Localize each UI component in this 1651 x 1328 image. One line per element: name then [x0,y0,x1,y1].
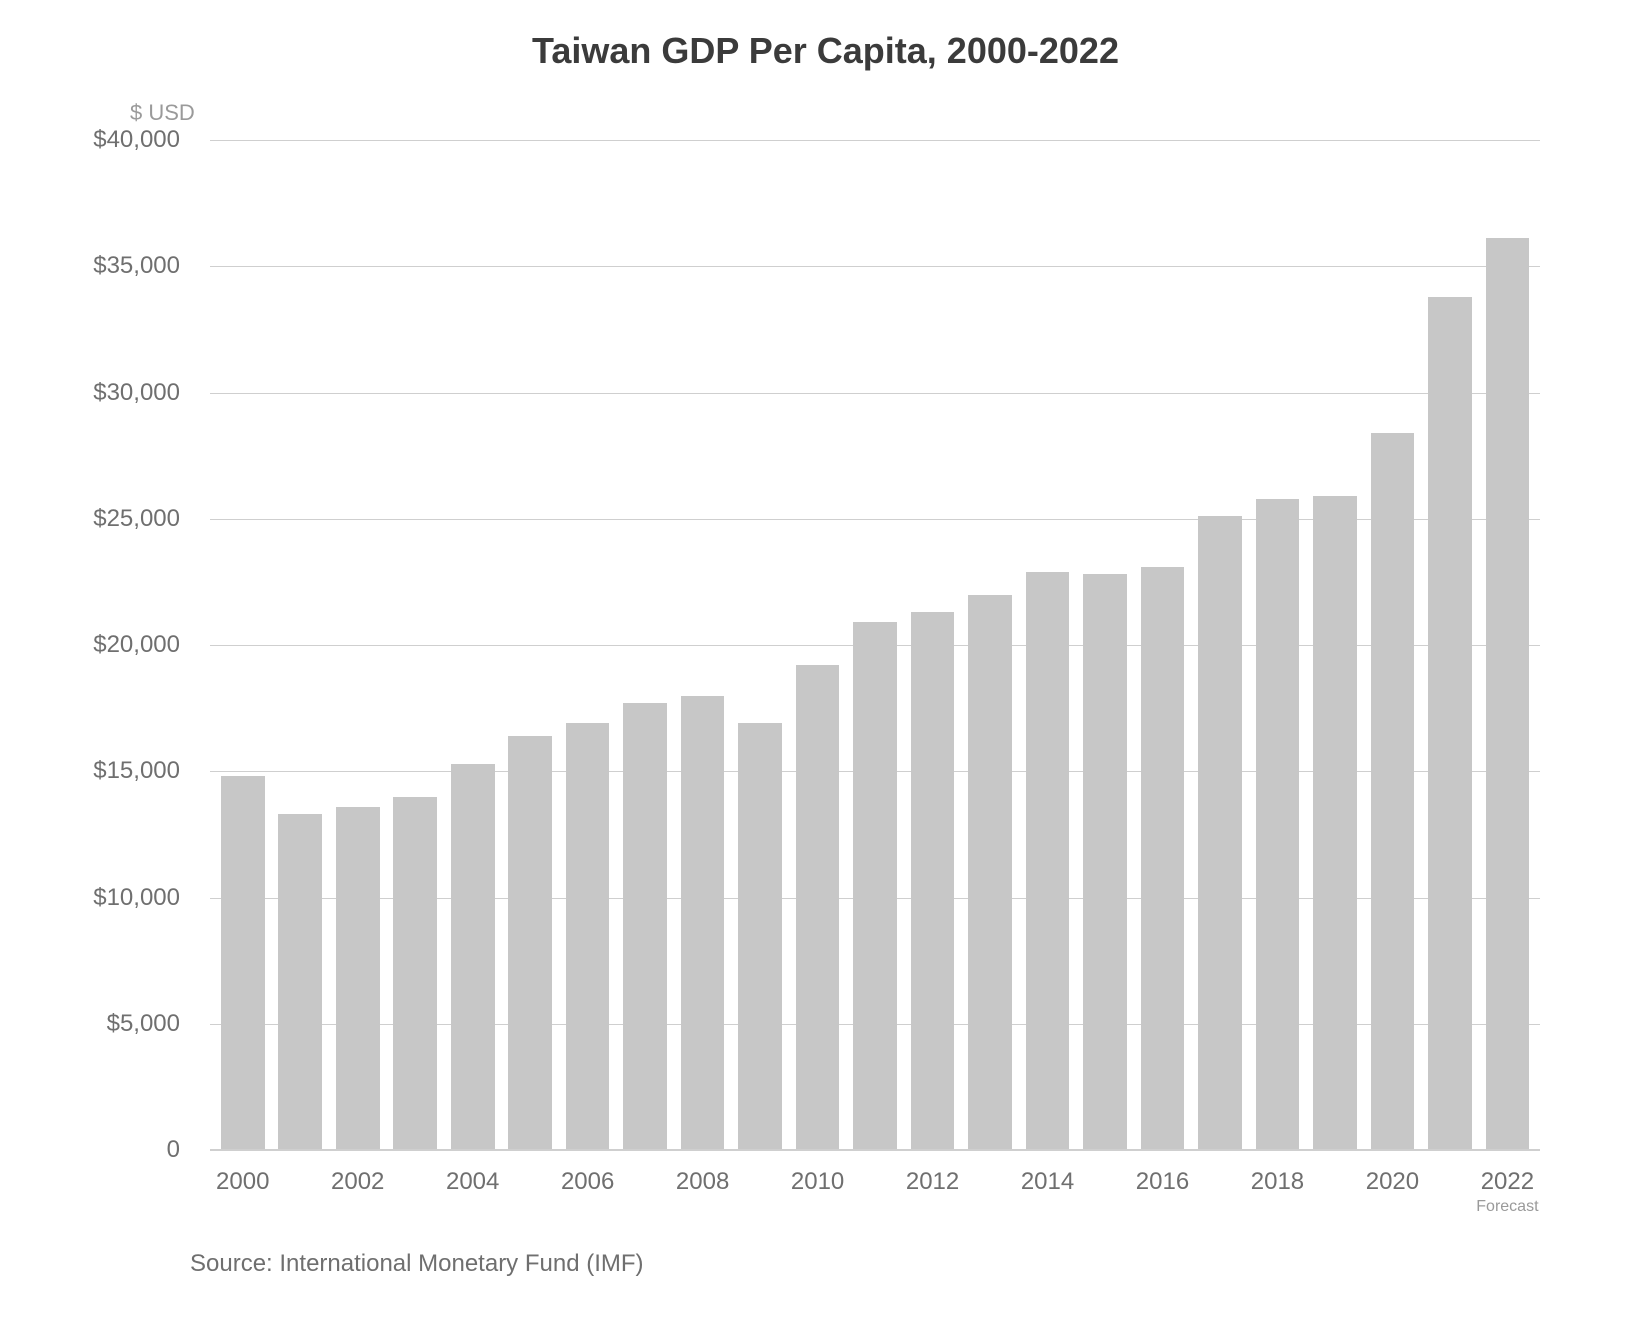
bar-slot [616,140,673,1150]
source-label: Source: International Monetary Fund (IMF… [190,1250,644,1278]
bar [968,595,1012,1151]
bar-slot [961,140,1018,1150]
bar [1256,499,1300,1150]
x-axis-tick-label: 2016 [1136,1168,1189,1196]
x-axis-tick-label: 2010 [791,1168,844,1196]
bar [1026,572,1070,1150]
x-axis-tick-label: 2012 [906,1168,959,1196]
bar-slot: 2000 [214,140,271,1150]
y-axis-tick-label: $35,000 [30,252,180,280]
bar [1083,574,1127,1150]
bar [393,797,437,1151]
bar [853,622,897,1150]
bar [681,696,725,1151]
bar [911,612,955,1150]
bar [623,703,667,1150]
y-axis-tick-label: $25,000 [30,505,180,533]
y-axis-tick-label: $15,000 [30,757,180,785]
bar-slot: 2002 [329,140,386,1150]
y-axis-tick-label: $30,000 [30,379,180,407]
bar [278,814,322,1150]
plot-area: 2000 2002 2004 2006 2008 2010 2012 2014 2016 2018… [210,140,1540,1150]
bar [336,807,380,1150]
y-axis-tick-label: $5,000 [30,1010,180,1038]
bar [1371,433,1415,1150]
y-axis-tick-label: 0 [30,1136,180,1164]
bar-slot: 2018 [1249,140,1306,1150]
y-axis-tick-label: $40,000 [30,126,180,154]
bar [451,764,495,1150]
bar-slot: 2022Forecast [1479,140,1536,1150]
x-axis-tick-label: 2002 [331,1168,384,1196]
bar [221,776,265,1150]
x-axis-tick-label: 2020 [1366,1168,1419,1196]
y-axis-unit: $ USD [130,100,195,126]
bar-slot [846,140,903,1150]
bar-slot: 2010 [789,140,846,1150]
bar-slot [1191,140,1248,1150]
bar [1141,567,1185,1150]
bar-slot [386,140,443,1150]
bar [1198,516,1242,1150]
bars-group: 2000 2002 2004 2006 2008 2010 2012 2014 2016 2018… [210,140,1540,1150]
bar-slot [1421,140,1478,1150]
bar-slot: 2014 [1019,140,1076,1150]
bar-slot: 2004 [444,140,501,1150]
bar-slot: 2020 [1364,140,1421,1150]
y-axis-tick-label: $20,000 [30,631,180,659]
x-axis-tick-label: 2018 [1251,1168,1304,1196]
x-axis-tick-label: 2022 [1481,1168,1534,1196]
bar [1428,297,1472,1150]
x-axis-tick-label: 2006 [561,1168,614,1196]
bar-slot [731,140,788,1150]
x-axis-tick-label: 2004 [446,1168,499,1196]
x-axis-line [210,1149,1540,1151]
bar [566,723,610,1150]
bar-slot [271,140,328,1150]
bar-slot: 2008 [674,140,731,1150]
bar [738,723,782,1150]
bar-slot [1306,140,1363,1150]
bar-slot [1076,140,1133,1150]
bar-slot: 2012 [904,140,961,1150]
chart-container: Taiwan GDP Per Capita, 2000-2022 $ USD 2… [0,0,1651,1328]
x-axis-tick-label: 2014 [1021,1168,1074,1196]
bar [796,665,840,1150]
bar [508,736,552,1150]
forecast-label: Forecast [1476,1198,1538,1216]
bar [1313,496,1357,1150]
bar [1486,238,1530,1150]
x-axis-tick-label: 2008 [676,1168,729,1196]
x-axis-tick-label: 2000 [216,1168,269,1196]
bar-slot: 2006 [559,140,616,1150]
chart-title: Taiwan GDP Per Capita, 2000-2022 [0,30,1651,72]
bar-slot: 2016 [1134,140,1191,1150]
bar-slot [501,140,558,1150]
y-axis-tick-label: $10,000 [30,884,180,912]
